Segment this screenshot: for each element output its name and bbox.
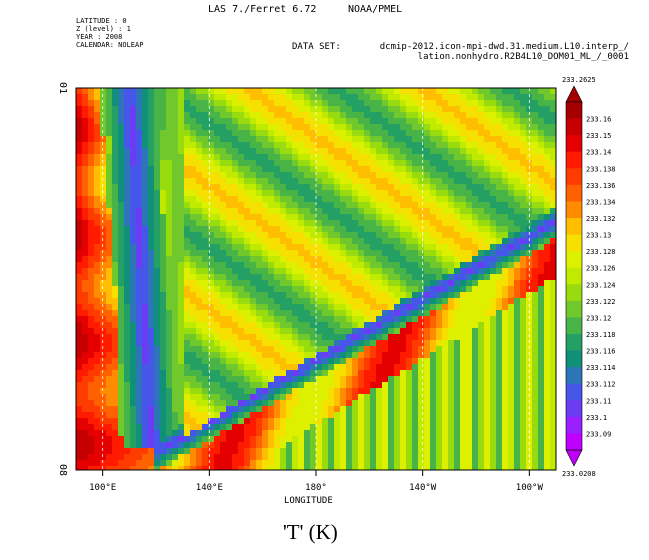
colorbar-label-11: 233.122 [586, 298, 616, 306]
x-tick-label-3: 140°W [409, 483, 437, 493]
chart-title: 'T' (K) [283, 520, 338, 544]
colorbar-swatch-17 [566, 383, 582, 401]
dataset-line1: dcmip-2012.icon-mpi-dwd.31.medium.L10.in… [379, 42, 629, 52]
colorbar-label-10: 233.124 [586, 281, 616, 289]
gridlines [102, 88, 530, 470]
colorbar-max-label: 233.2625 [562, 76, 596, 84]
colorbar-swatch-8 [566, 234, 582, 252]
colorbar-swatch-9 [566, 251, 582, 269]
colorbar-label-15: 233.114 [586, 364, 616, 372]
colorbar-label-4: 233.136 [586, 182, 616, 190]
meta-calendar: CALENDAR: NOLEAP [76, 41, 144, 49]
colorbar-label-19: 233.09 [586, 430, 611, 438]
colorbar-swatch-13 [566, 317, 582, 335]
colorbar-label-17: 233.11 [586, 397, 611, 405]
axes: 100°E 140°E 180° 140°W 100°W 01 08 [57, 82, 543, 493]
colorbar-swatch-16 [566, 367, 582, 385]
program-title: LAS 7./Ferret 6.72 [208, 4, 317, 15]
colorbar-min-label: 233.0208 [562, 470, 596, 478]
colorbar-swatch-3 [566, 151, 582, 169]
colorbar-swatch-12 [566, 300, 582, 318]
x-axis-label: LONGITUDE [284, 496, 333, 506]
colorbar-label-5: 233.134 [586, 198, 616, 206]
colorbar-label-3: 233.138 [586, 165, 616, 173]
colorbar-swatch-2 [566, 135, 582, 153]
y-tick-label-1: 08 [57, 464, 68, 476]
dataset-line2: lation.nonhydro.R2B4L10_DOM01_ML_/_0001 [417, 52, 629, 62]
colorbar-label-6: 233.132 [586, 215, 616, 223]
colorbar-swatch-0 [566, 102, 582, 119]
colorbar-swatch-1 [566, 118, 582, 136]
colorbar-label-1: 233.15 [586, 132, 611, 140]
colorbar-swatch-10 [566, 267, 582, 285]
org-title: NOAA/PMEL [348, 4, 403, 15]
colorbar-label-14: 233.116 [586, 348, 616, 356]
colorbar-swatch-19 [566, 416, 582, 434]
x-tick-label-0: 100°E [89, 483, 116, 493]
colorbar-swatch-7 [566, 218, 582, 235]
y-tick-label-0: 01 [57, 82, 68, 94]
colorbar-swatch-20 [566, 433, 582, 451]
colorbar-top-arrow [565, 85, 583, 103]
colorbar-swatch-6 [566, 201, 582, 219]
plot-area [76, 88, 556, 470]
colorbar-swatch-5 [566, 184, 582, 202]
colorbar-label-16: 233.112 [586, 381, 616, 389]
colorbar: 233.16 233.15 233.14 233.138 233.136 233.134 2… [562, 76, 616, 478]
dataset-label: DATA SET: [292, 42, 341, 52]
colorbar-label-7: 233.13 [586, 232, 611, 240]
meta-latitude: LATITUDE : 0 [76, 17, 127, 25]
colorbar-label-13: 233.118 [586, 331, 616, 339]
colorbar-swatch-14 [566, 334, 582, 351]
colorbar-label-9: 233.126 [586, 265, 616, 273]
colorbar-label-12: 233.12 [586, 314, 611, 322]
colorbar-label-2: 233.14 [586, 149, 611, 157]
colorbar-swatch-11 [566, 284, 582, 302]
meta-year: YEAR : 2008 [76, 33, 123, 41]
x-tick-label-4: 100°W [516, 483, 544, 493]
colorbar-swatch-4 [566, 168, 582, 186]
colorbar-label-8: 233.128 [586, 248, 616, 256]
x-tick-label-1: 140°E [196, 483, 223, 493]
colorbar-label-18: 233.1 [586, 414, 607, 422]
colorbar-swatch-15 [566, 350, 582, 368]
meta-level: Z (level) : 1 [76, 25, 131, 33]
colorbar-label-0: 233.16 [586, 116, 611, 124]
colorbar-bottom-arrow [565, 449, 583, 467]
colorbar-swatch-18 [566, 400, 582, 418]
x-tick-label-2: 180° [305, 483, 327, 493]
